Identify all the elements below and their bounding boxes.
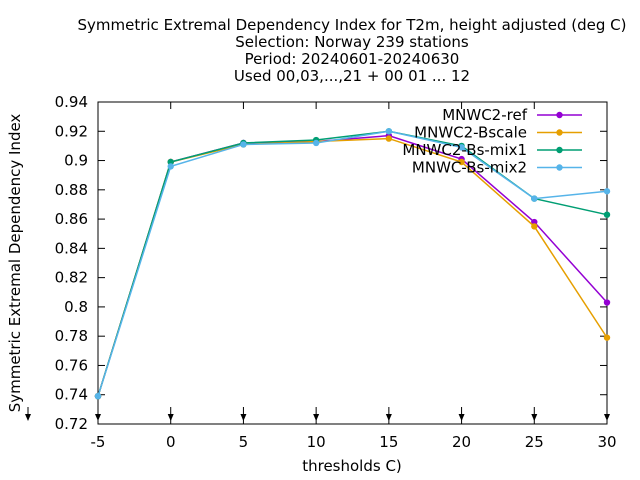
data-point: [385, 128, 393, 135]
x-tick-arrow-head: [458, 414, 465, 421]
axis-ticks: 0.72 0.74 0.76 0.78 0.8 0.82 0.84 0.86 0.88 0.9 0.…: [55, 93, 617, 451]
x-axis-label: thresholds C): [302, 457, 402, 475]
data-point: [531, 218, 538, 226]
y-tick-label: 0.88: [55, 181, 88, 199]
x-tick-label: -5: [91, 433, 106, 451]
x-tick-label: 5: [239, 433, 249, 451]
x-tick-label: 0: [166, 433, 176, 451]
series-3: [94, 128, 611, 400]
data-series: [94, 128, 611, 400]
title-line: Symmetric Extremal Dependency Index for …: [77, 16, 626, 34]
title-line: Used 00,03,...,21 + 00 01 ... 12: [234, 67, 470, 85]
x-tick-arrow-head: [385, 414, 392, 421]
legend-label: MNWC2-ref: [442, 106, 527, 124]
legend-swatch-point: [556, 111, 563, 119]
data-point: [167, 158, 174, 166]
series-1: [94, 135, 611, 400]
legend-swatch-point: [556, 129, 563, 136]
data-point: [385, 135, 393, 142]
legend-swatch-point: [556, 146, 563, 154]
data-point: [531, 223, 538, 230]
x-tick-arrow-head: [604, 414, 610, 421]
x-tick-label: 10: [307, 433, 326, 451]
data-point: [603, 299, 611, 306]
y-tick-label: 0.9: [64, 152, 88, 170]
series-line: [97, 130, 608, 397]
data-point: [167, 163, 174, 170]
legend-label: MNWC2-Bscale: [414, 124, 527, 142]
data-point: [458, 158, 465, 166]
chart-title: Symmetric Extremal Dependency Index for …: [77, 16, 626, 85]
y-tick-label: 0.72: [55, 415, 88, 433]
x-tick-arrow-head: [240, 414, 247, 421]
y-tick-label: 0.82: [55, 269, 88, 287]
x-tick-label: 20: [452, 433, 471, 451]
x-tick-arrow-head: [531, 414, 538, 421]
legend: MNWC2-refMNWC2-BscaleMNWC2-Bs-mix1MNWC-B…: [402, 106, 582, 177]
y-tick-label: 0.94: [55, 93, 88, 111]
data-point: [458, 144, 465, 151]
legend-label: MNWC-Bs-mix2: [412, 159, 527, 177]
data-point: [603, 188, 611, 195]
legend-label: MNWC2-Bs-mix1: [402, 141, 527, 159]
legend-swatch-point: [556, 164, 563, 171]
data-point: [603, 334, 611, 341]
series-0: [94, 132, 611, 400]
series-line: [97, 137, 608, 397]
data-point: [531, 195, 538, 202]
title-line: Selection: Norway 239 stations: [235, 33, 469, 51]
y-tick-label: 0.78: [55, 327, 88, 345]
x-tick-arrow-head: [313, 414, 320, 421]
x-tick-label: 30: [597, 433, 616, 451]
x-tick-label: 25: [525, 433, 544, 451]
y-tick-label: 0.8: [64, 298, 88, 316]
plot-frame: [97, 101, 608, 425]
x-tick-arrow-head: [167, 414, 174, 421]
y-tick-label: 0.84: [55, 239, 88, 257]
data-point: [240, 141, 247, 148]
y-axis-arrow-icon: [25, 407, 31, 421]
y-tick-label: 0.92: [55, 122, 88, 140]
title-line: Period: 20240601-20240630: [245, 50, 460, 68]
y-axis-label: Symmetric Extremal Dependency Index: [6, 114, 24, 413]
x-tick-arrow-head: [95, 414, 101, 421]
data-point: [94, 392, 102, 400]
data-point: [312, 139, 320, 147]
series-line: [97, 130, 608, 397]
x-tick-label: 15: [379, 433, 398, 451]
series-line: [97, 134, 608, 397]
data-point: [603, 211, 611, 218]
y-tick-label: 0.86: [55, 210, 88, 228]
y-tick-label: 0.76: [55, 356, 88, 374]
y-tick-label: 0.74: [55, 386, 88, 404]
